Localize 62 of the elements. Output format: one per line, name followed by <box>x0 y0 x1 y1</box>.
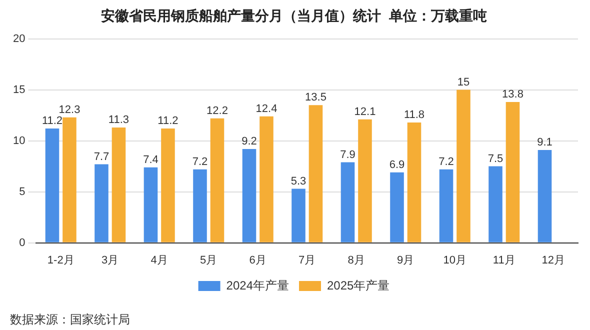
bar <box>242 148 256 242</box>
bar <box>308 105 323 242</box>
x-tick-label: 7月 <box>298 254 316 266</box>
bar <box>456 90 470 242</box>
x-tick-label: 11月 <box>492 254 516 266</box>
data-label: 7.4 <box>143 154 158 166</box>
bar <box>506 102 520 242</box>
bar <box>538 150 552 242</box>
x-tick-label: 4月 <box>150 254 168 266</box>
chart-title: 安徽省民用钢质船舶产量分月（当月值）统计 单位：万载重吨 <box>101 7 487 24</box>
bar <box>358 119 372 242</box>
bar <box>94 164 108 242</box>
data-label: 5.3 <box>290 175 306 188</box>
x-tick-label: 5月 <box>200 254 218 266</box>
legend-label: 2025年产量 <box>327 278 390 292</box>
x-tick-label: 12月 <box>542 254 565 266</box>
data-label: 12.2 <box>206 104 228 117</box>
legend-label: 2024年产量 <box>226 278 290 292</box>
data-label: 13.5 <box>305 92 326 104</box>
x-tick-label: 1-2月 <box>47 254 74 266</box>
bar <box>340 162 355 242</box>
y-tick-label: 10 <box>12 134 26 147</box>
source-note: 数据来源：国家统计局 <box>10 312 130 326</box>
bar <box>260 116 274 242</box>
data-label: 11.3 <box>108 114 130 126</box>
x-tick-label: 9月 <box>397 254 414 266</box>
x-tick-label: 8月 <box>348 254 365 266</box>
y-tick-label: 15 <box>12 84 26 96</box>
bar <box>488 166 502 242</box>
data-label: 7.5 <box>488 152 504 165</box>
bar <box>439 169 454 242</box>
y-tick-label: 0 <box>19 236 26 249</box>
bar <box>161 128 175 242</box>
data-label: 11.2 <box>42 115 63 128</box>
data-label: 6.9 <box>389 158 405 171</box>
y-tick-label: 20 <box>12 32 26 45</box>
data-label: 7.7 <box>94 150 110 163</box>
bar <box>210 118 224 242</box>
x-tick-label: 10月 <box>443 254 466 266</box>
data-label: 7.9 <box>340 148 356 161</box>
bar <box>292 188 306 242</box>
bar <box>112 128 126 242</box>
x-tick-label: 3月 <box>102 254 119 266</box>
data-label: 12.4 <box>256 102 278 115</box>
data-label: 12.1 <box>354 106 376 118</box>
bar <box>193 169 207 242</box>
data-label: 11.2 <box>158 115 178 128</box>
data-label: 13.8 <box>502 88 524 101</box>
data-label: 7.2 <box>192 156 208 168</box>
data-label: 9.2 <box>242 135 257 148</box>
bar <box>407 122 422 242</box>
bar <box>45 128 60 242</box>
bar <box>144 167 158 242</box>
data-label: 9.1 <box>537 136 552 149</box>
x-tick-label: 6月 <box>249 254 266 266</box>
bar <box>390 172 404 242</box>
bar <box>62 117 76 242</box>
y-tick-label: 5 <box>19 186 26 198</box>
data-label: 7.2 <box>438 156 454 168</box>
data-label: 12.3 <box>58 104 80 116</box>
data-label: 15 <box>457 76 470 88</box>
data-label: 11.8 <box>404 108 425 121</box>
